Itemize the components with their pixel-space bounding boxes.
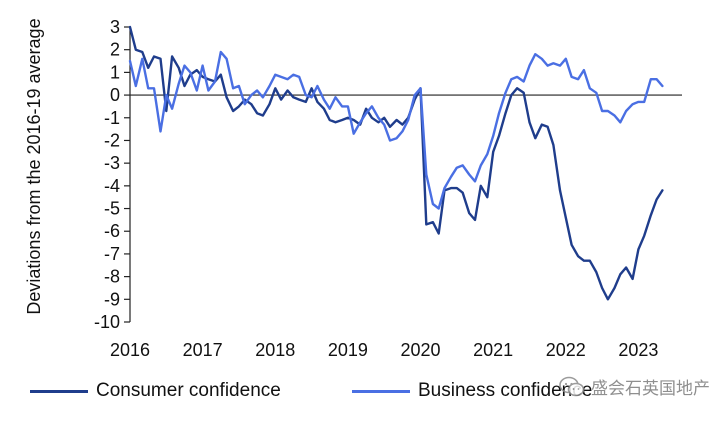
wechat-icon bbox=[559, 376, 585, 398]
legend-item-consumer: Consumer confidence bbox=[30, 380, 281, 402]
watermark-text: 盛会石英国地产 bbox=[591, 374, 710, 399]
y-tick-label: -7 bbox=[104, 244, 120, 264]
y-tick-label: -10 bbox=[94, 312, 120, 332]
y-tick-label: 0 bbox=[110, 85, 120, 105]
watermark: 盛会石英国地产 bbox=[559, 374, 710, 399]
y-tick-label: 1 bbox=[110, 62, 120, 82]
x-tick-label: 2020 bbox=[401, 340, 441, 360]
y-tick-label: 2 bbox=[110, 40, 120, 60]
y-tick-label: -5 bbox=[104, 199, 120, 219]
legend-item-business: Business confidence bbox=[352, 380, 592, 402]
x-tick-label: 2019 bbox=[328, 340, 368, 360]
legend-swatch-business bbox=[352, 390, 410, 393]
x-tick-label: 2021 bbox=[473, 340, 513, 360]
y-tick-label: -2 bbox=[104, 130, 120, 150]
y-tick-label: -4 bbox=[104, 176, 120, 196]
business-confidence-line bbox=[130, 52, 662, 209]
x-tick-label: 2017 bbox=[183, 340, 223, 360]
x-tick-label: 2016 bbox=[110, 340, 150, 360]
y-tick-label: 3 bbox=[110, 17, 120, 37]
x-tick-label: 2022 bbox=[546, 340, 586, 360]
x-tick-label: 2018 bbox=[255, 340, 295, 360]
consumer-confidence-line bbox=[130, 27, 662, 299]
y-tick-label: -6 bbox=[104, 221, 120, 241]
y-tick-label: -9 bbox=[104, 289, 120, 309]
y-axis-title: Deviations from the 2016-19 average bbox=[24, 18, 44, 314]
y-tick-label: -1 bbox=[104, 108, 120, 128]
x-tick-label: 2023 bbox=[618, 340, 658, 360]
legend-label-consumer: Consumer confidence bbox=[96, 380, 281, 402]
y-tick-label: -3 bbox=[104, 153, 120, 173]
y-tick-label: -8 bbox=[104, 267, 120, 287]
legend-swatch-consumer bbox=[30, 390, 88, 393]
